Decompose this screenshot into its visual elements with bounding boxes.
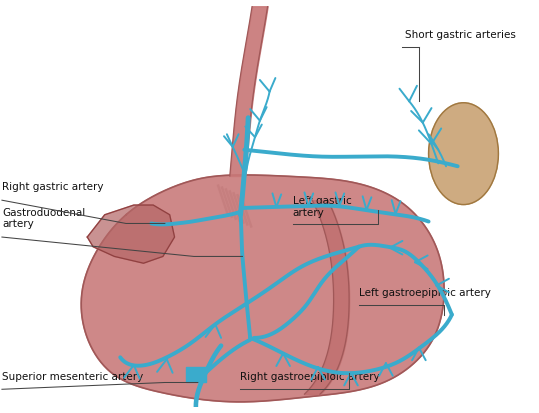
Text: Left gastroepiploic artery: Left gastroepiploic artery xyxy=(359,288,490,298)
Text: Gastroduodenal
artery: Gastroduodenal artery xyxy=(2,208,85,229)
Text: Superior mesenteric artery: Superior mesenteric artery xyxy=(2,373,143,382)
Text: Right gastroepiploic artery: Right gastroepiploic artery xyxy=(240,373,380,382)
Polygon shape xyxy=(81,175,444,402)
Text: Right gastric artery: Right gastric artery xyxy=(2,183,103,192)
Text: Short gastric arteries: Short gastric arteries xyxy=(405,30,516,40)
Text: Left gastric
artery: Left gastric artery xyxy=(293,196,351,218)
Polygon shape xyxy=(87,205,175,263)
FancyBboxPatch shape xyxy=(186,367,205,382)
Ellipse shape xyxy=(429,103,499,204)
